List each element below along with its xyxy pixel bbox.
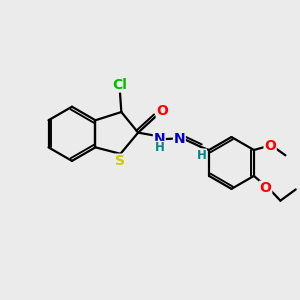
Text: H: H — [154, 141, 164, 154]
Text: N: N — [173, 131, 185, 146]
Text: S: S — [116, 154, 125, 168]
Text: Cl: Cl — [112, 78, 127, 92]
Text: O: O — [260, 181, 272, 195]
Text: O: O — [156, 104, 168, 118]
Text: O: O — [264, 140, 276, 154]
Text: H: H — [196, 149, 206, 162]
Text: N: N — [154, 132, 165, 146]
